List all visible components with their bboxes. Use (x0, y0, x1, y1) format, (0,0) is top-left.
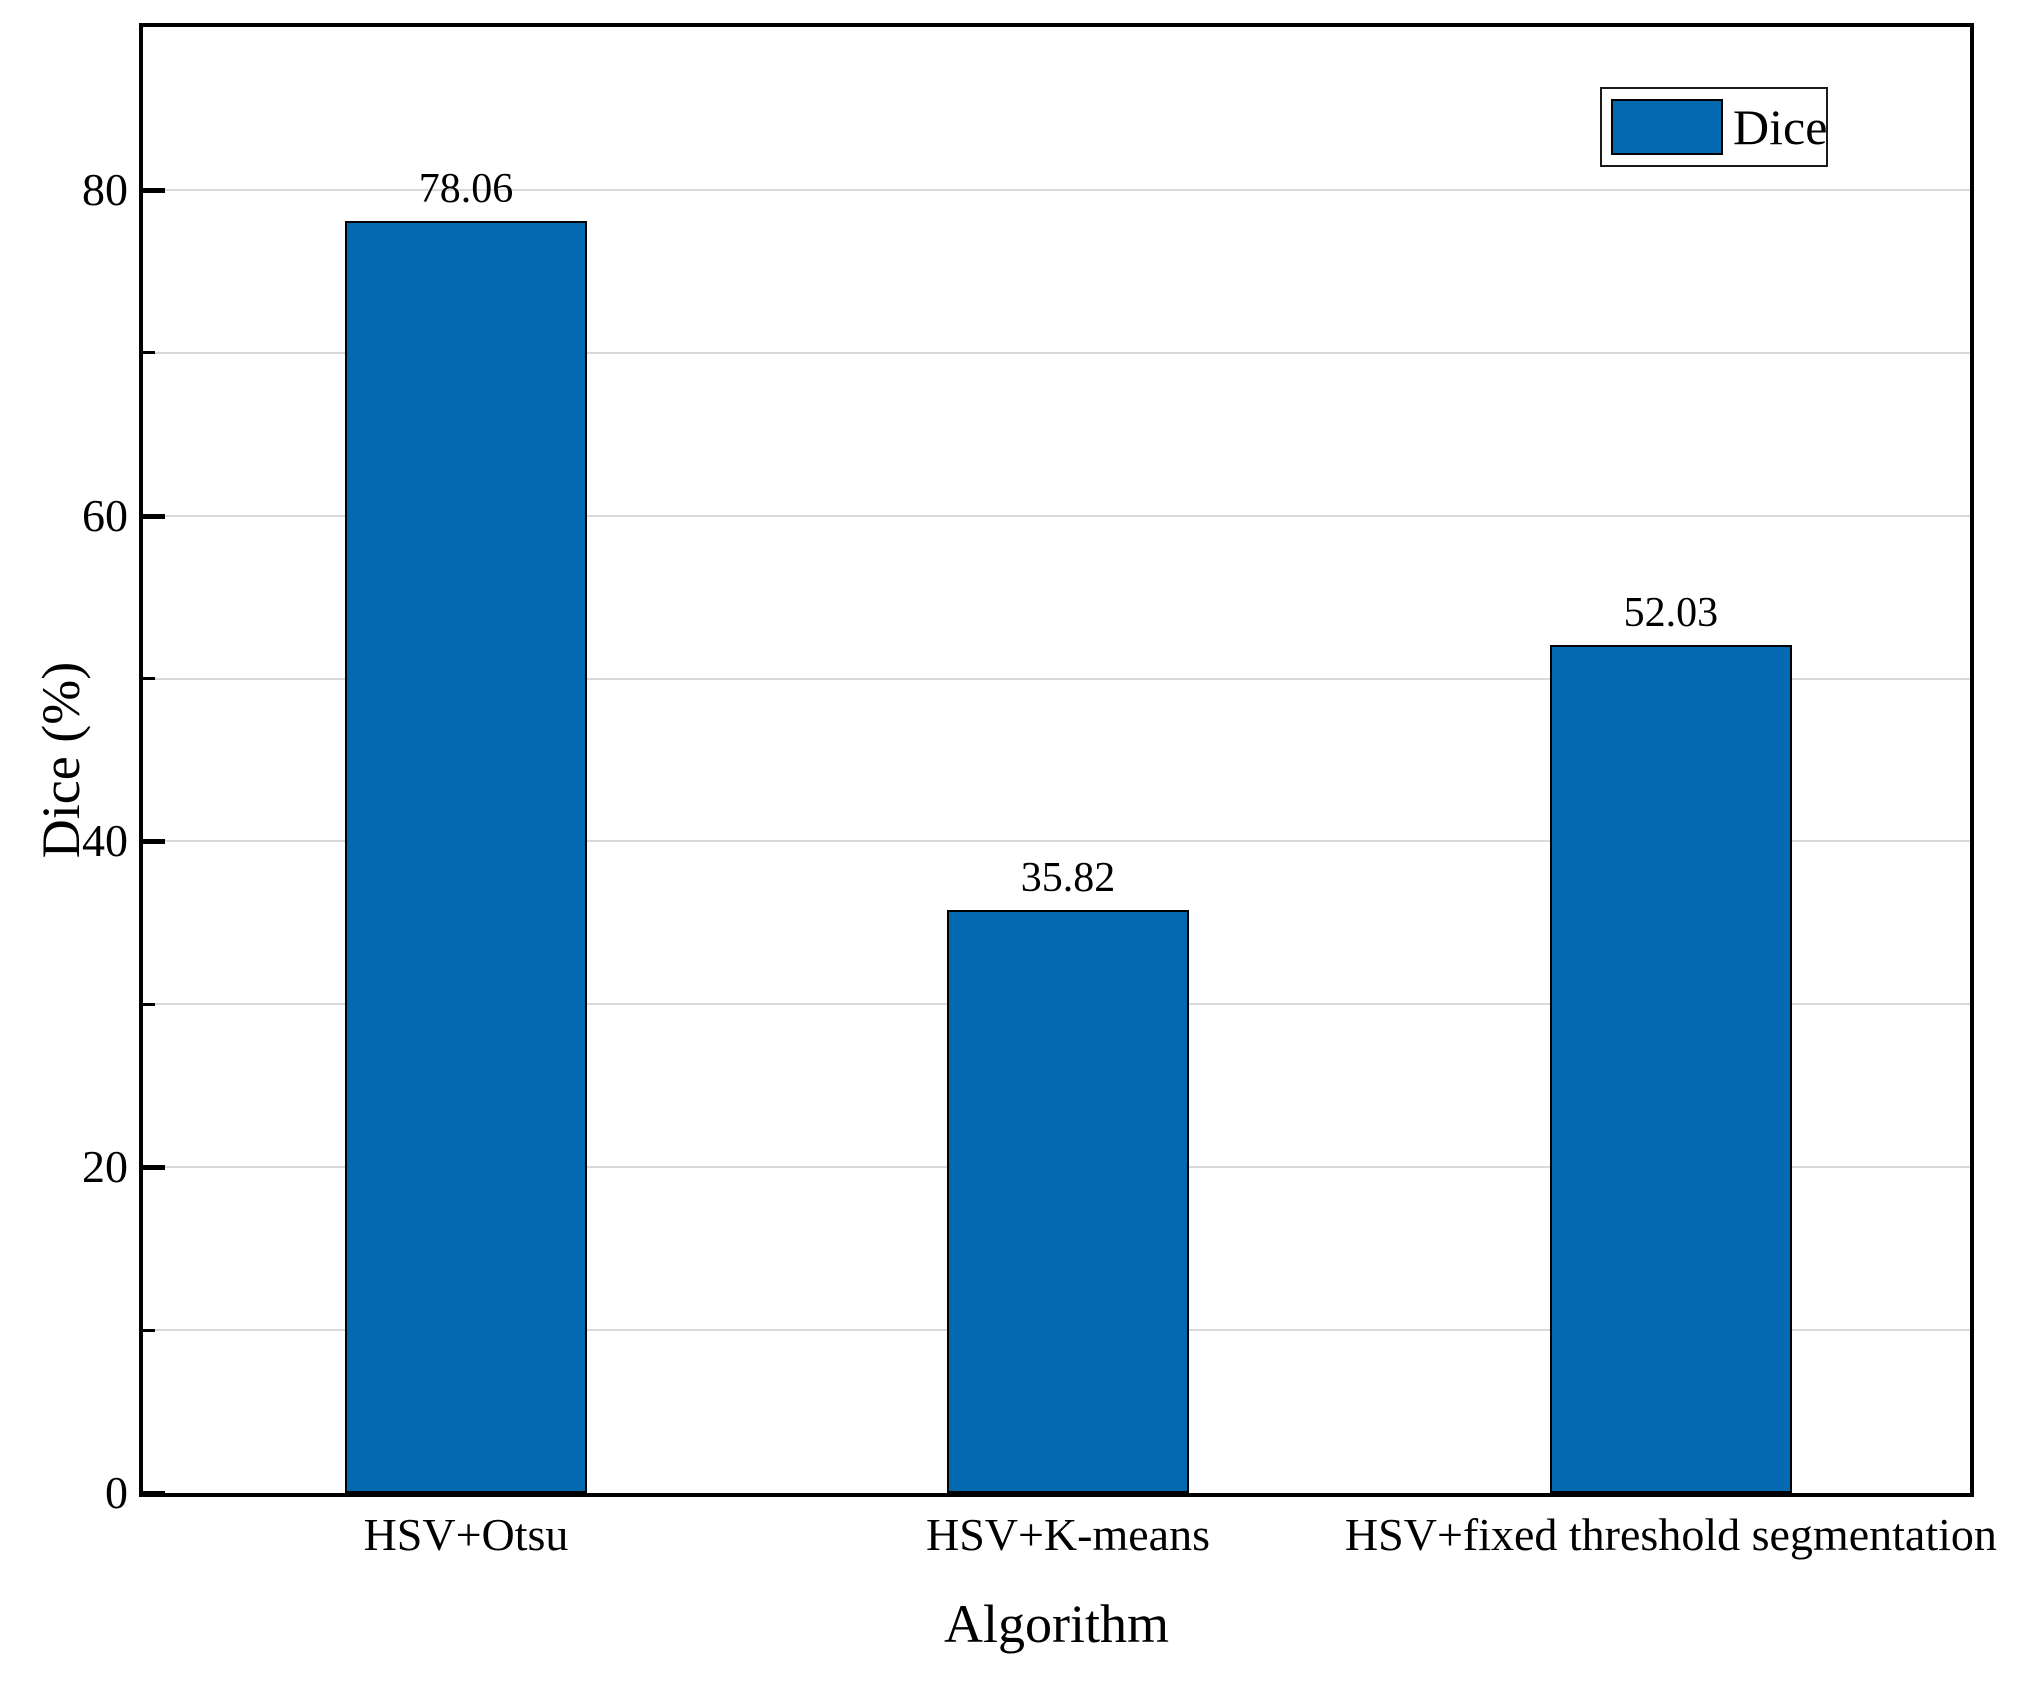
bar (345, 221, 587, 1493)
legend-swatch-icon (1611, 99, 1723, 155)
gridline (143, 677, 1970, 680)
bar-value-label: 52.03 (1623, 590, 1719, 637)
y-axis-title: Dice (%) (31, 661, 91, 859)
bar (947, 909, 1189, 1493)
y-tick-label: 60 (82, 489, 128, 541)
y-tick-label: 0 (105, 1467, 128, 1518)
gridline (143, 351, 1970, 354)
y-major-tick (143, 839, 165, 845)
bar-value-label: 78.06 (418, 166, 514, 213)
y-minor-tick (143, 1002, 155, 1006)
gridline (143, 514, 1970, 517)
y-major-tick (143, 1165, 165, 1171)
x-category-label: HSV+K-means (925, 1509, 1211, 1560)
x-axis-title: Algorithm (944, 1594, 1169, 1654)
y-major-tick (143, 513, 165, 519)
bar (1549, 645, 1792, 1493)
y-minor-tick (143, 351, 155, 355)
y-tick-label: 20 (82, 1141, 128, 1193)
y-major-tick (143, 187, 165, 193)
y-major-tick (143, 1491, 165, 1496)
gridline (143, 840, 1970, 843)
y-tick-label: 80 (82, 163, 128, 215)
gridline (143, 188, 1970, 191)
y-tick-label: 40 (82, 815, 128, 867)
bar-value-label: 35.82 (1020, 854, 1116, 901)
x-category-label: HSV+fixed threshold segmentation (1344, 1509, 1997, 1560)
y-minor-tick (143, 1328, 155, 1332)
y-minor-tick (143, 677, 155, 681)
x-category-label: HSV+Otsu (363, 1509, 569, 1560)
legend-label: Dice (1733, 99, 1828, 155)
legend: Dice (1600, 87, 1828, 167)
